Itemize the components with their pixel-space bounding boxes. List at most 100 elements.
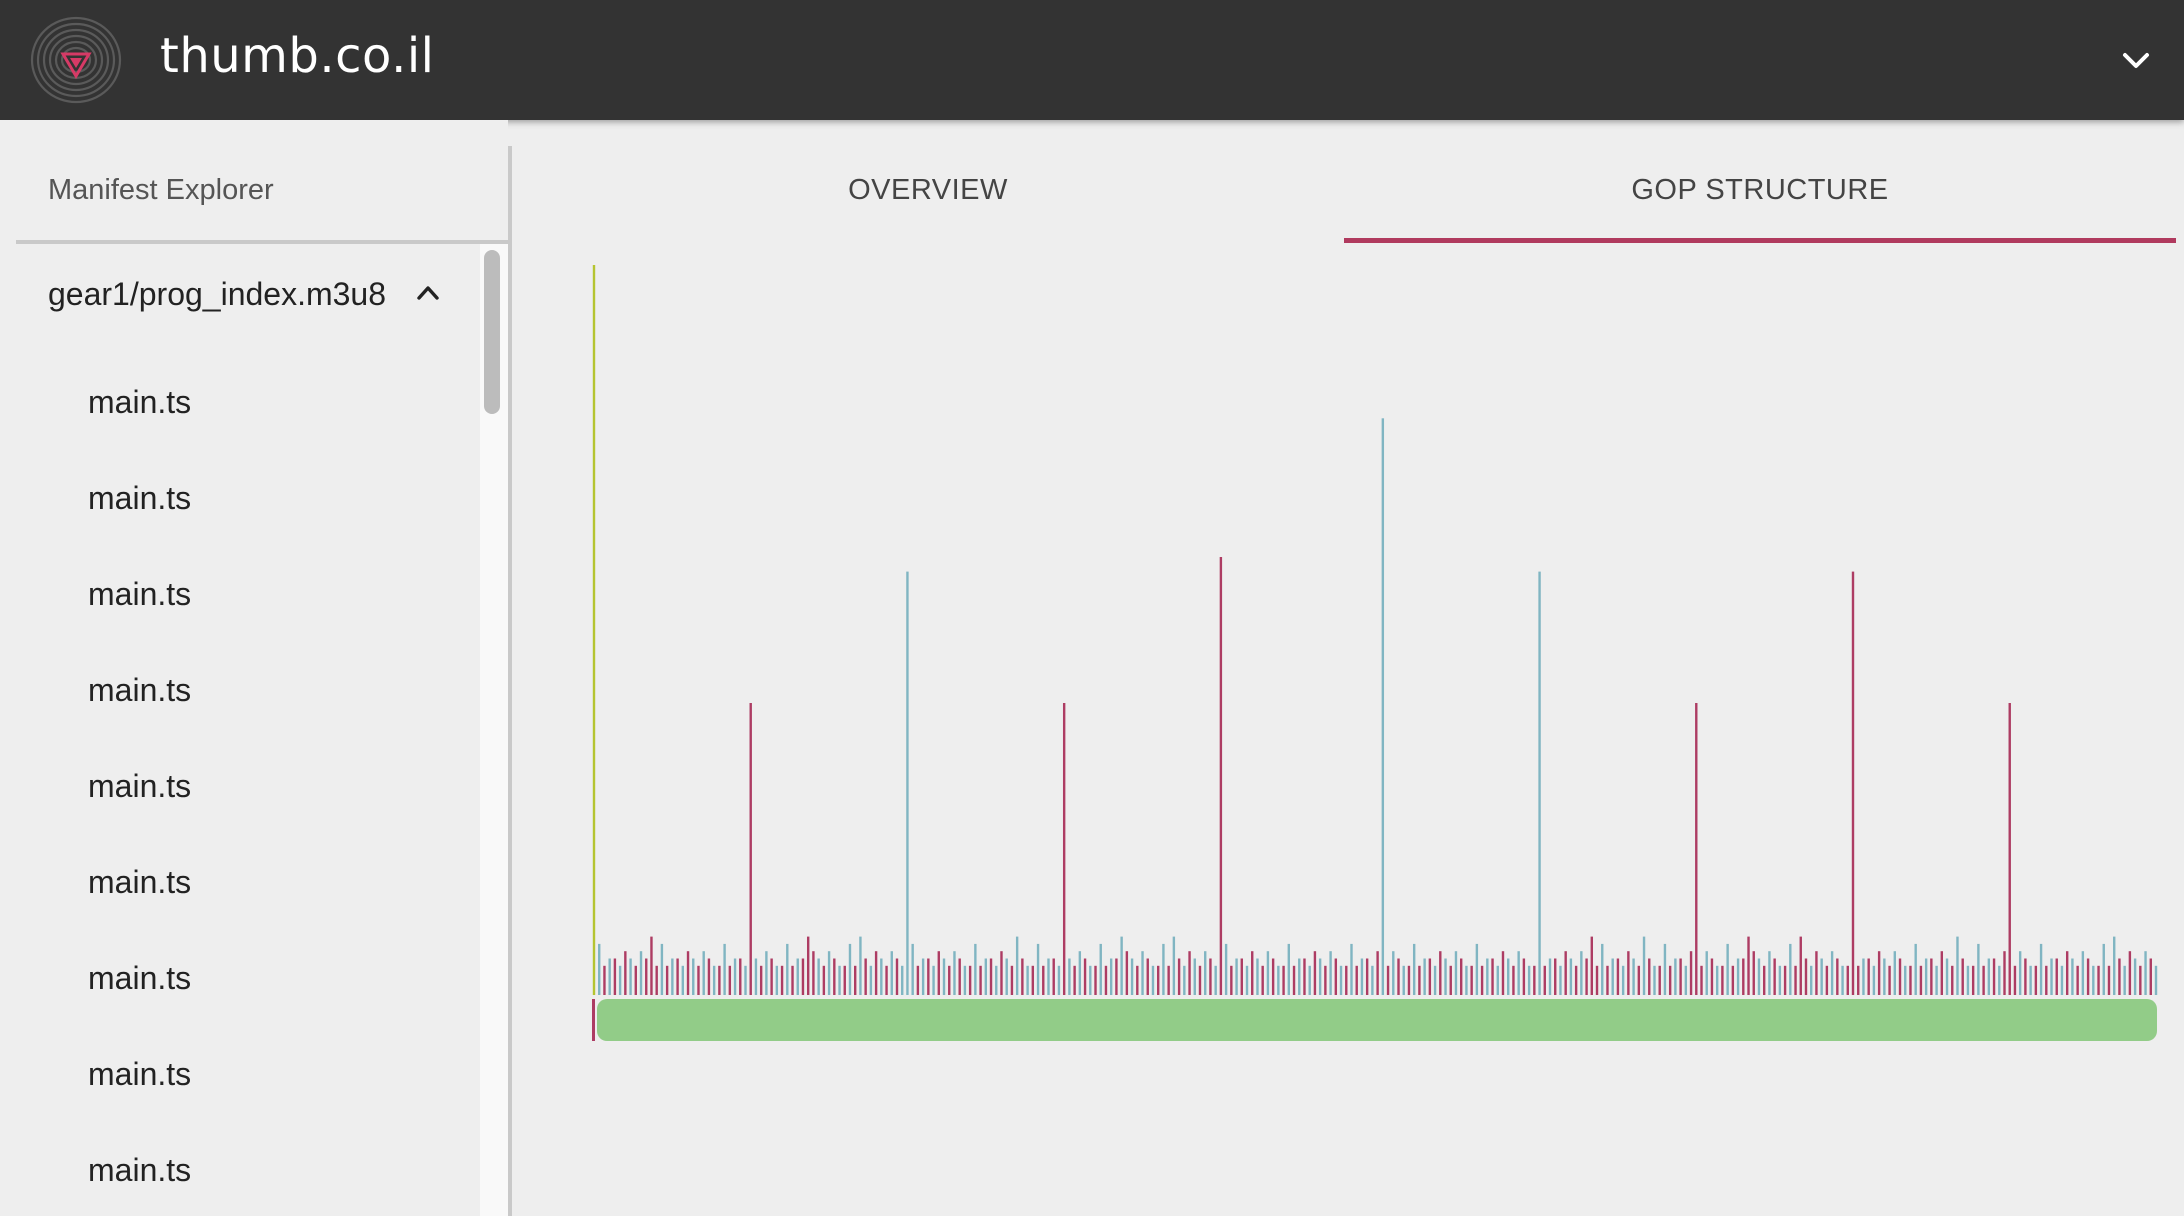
frame-bar[interactable] bbox=[1559, 965, 1562, 995]
frame-bar[interactable] bbox=[1893, 951, 1896, 995]
frame-bar[interactable] bbox=[1465, 965, 1468, 995]
frame-bar[interactable] bbox=[1418, 965, 1421, 995]
frame-bar[interactable] bbox=[1433, 965, 1437, 995]
frame-bar[interactable] bbox=[2071, 958, 2074, 996]
frame-bar[interactable] bbox=[1245, 965, 1249, 995]
frame-bar[interactable] bbox=[1621, 965, 1625, 995]
frame-bar[interactable] bbox=[1898, 958, 1902, 996]
list-item[interactable]: main.ts bbox=[88, 864, 192, 900]
frame-bar[interactable] bbox=[1475, 943, 1479, 995]
frame-bar[interactable] bbox=[2144, 951, 2147, 995]
frame-bar[interactable] bbox=[2139, 965, 2142, 995]
frame-bar[interactable] bbox=[655, 965, 658, 995]
frame-bar[interactable] bbox=[827, 951, 831, 995]
frame-bar[interactable] bbox=[2045, 965, 2048, 995]
frame-bar[interactable] bbox=[1857, 965, 1860, 995]
frame-bar[interactable] bbox=[1961, 958, 1964, 996]
frame-bar[interactable] bbox=[2128, 951, 2132, 995]
frame-bar[interactable] bbox=[1862, 958, 1865, 996]
frame-bar[interactable] bbox=[1632, 958, 1635, 996]
frame-bar[interactable] bbox=[1909, 965, 1912, 995]
frame-bar[interactable] bbox=[1251, 951, 1254, 995]
frame-bar[interactable] bbox=[989, 958, 993, 996]
frame-bar[interactable] bbox=[2060, 965, 2064, 995]
frame-bar[interactable] bbox=[1904, 965, 1907, 995]
frame-bar[interactable] bbox=[953, 951, 956, 995]
frame-bar[interactable] bbox=[2133, 958, 2137, 996]
frame-bar[interactable] bbox=[2018, 951, 2022, 995]
frame-bar[interactable] bbox=[1695, 703, 1698, 995]
frame-bar[interactable] bbox=[1355, 965, 1358, 995]
frame-bar[interactable] bbox=[974, 943, 977, 995]
frame-bar[interactable] bbox=[1350, 943, 1353, 995]
frame-bar[interactable] bbox=[1308, 965, 1311, 995]
frame-bar[interactable] bbox=[1684, 965, 1688, 995]
frame-bar[interactable] bbox=[2013, 965, 2017, 995]
frame-bar[interactable] bbox=[1021, 958, 1024, 996]
list-item[interactable]: main.ts bbox=[88, 480, 192, 516]
list-item[interactable]: main.ts bbox=[88, 768, 192, 804]
frame-bar[interactable] bbox=[1271, 958, 1275, 996]
frame-bar[interactable] bbox=[1125, 951, 1129, 995]
fingerprint-logo-icon[interactable] bbox=[26, 12, 126, 108]
frame-bar[interactable] bbox=[1470, 965, 1473, 995]
frame-bar[interactable] bbox=[1334, 958, 1338, 996]
frame-bar[interactable] bbox=[634, 965, 637, 995]
list-item[interactable]: main.ts bbox=[88, 1056, 192, 1092]
frame-bar[interactable] bbox=[874, 951, 878, 995]
frame-bar[interactable] bbox=[1397, 958, 1400, 996]
frame-bar[interactable] bbox=[885, 965, 888, 995]
frame-bar[interactable] bbox=[1047, 958, 1050, 996]
frame-bar[interactable] bbox=[932, 965, 935, 995]
frame-bar[interactable] bbox=[2107, 965, 2111, 995]
frame-bar[interactable] bbox=[1386, 965, 1390, 995]
frame-bar[interactable] bbox=[937, 951, 940, 995]
frame-bar[interactable] bbox=[1428, 958, 1432, 996]
frame-bar[interactable] bbox=[1794, 965, 1797, 995]
tree-root-playlist[interactable]: gear1/prog_index.m3u8 bbox=[48, 270, 443, 318]
frame-bar[interactable] bbox=[744, 965, 747, 995]
frame-bar[interactable] bbox=[1371, 965, 1374, 995]
frame-bar[interactable] bbox=[979, 965, 982, 995]
frame-bar[interactable] bbox=[791, 965, 794, 995]
frame-bar[interactable] bbox=[1120, 936, 1123, 995]
frame-bar[interactable] bbox=[1496, 965, 1499, 995]
frame-bar[interactable] bbox=[1230, 965, 1233, 995]
frame-bar[interactable] bbox=[702, 951, 705, 995]
frame-bar[interactable] bbox=[984, 958, 988, 996]
frame-bar[interactable] bbox=[1564, 951, 1567, 995]
frame-bar[interactable] bbox=[1224, 943, 1228, 995]
frame-bar[interactable] bbox=[1010, 965, 1014, 995]
frame-bar[interactable] bbox=[754, 958, 758, 996]
frame-bar[interactable] bbox=[1715, 965, 1719, 995]
frame-bar[interactable] bbox=[1146, 958, 1149, 996]
frame-bar[interactable] bbox=[1648, 958, 1651, 996]
list-item[interactable]: main.ts bbox=[88, 1152, 192, 1188]
frame-bar[interactable] bbox=[2034, 965, 2038, 995]
frame-bar[interactable] bbox=[1177, 958, 1181, 996]
list-item[interactable]: main.ts bbox=[88, 384, 192, 420]
frame-bar[interactable] bbox=[1454, 951, 1458, 995]
frame-bar[interactable] bbox=[1073, 965, 1076, 995]
frame-bar[interactable] bbox=[2102, 943, 2105, 995]
frame-bar[interactable] bbox=[1867, 958, 1870, 996]
tab-gop-structure[interactable]: GOP STRUCTURE bbox=[1631, 174, 1889, 206]
frame-bar[interactable] bbox=[1303, 958, 1306, 996]
frame-bar[interactable] bbox=[697, 965, 700, 995]
frame-bar[interactable] bbox=[1595, 965, 1599, 995]
frame-bar[interactable] bbox=[1877, 951, 1881, 995]
frame-bar[interactable] bbox=[812, 951, 815, 995]
frame-bar[interactable] bbox=[1214, 965, 1217, 995]
frame-bar[interactable] bbox=[796, 958, 799, 996]
frame-bar[interactable] bbox=[786, 943, 789, 995]
frame-bar[interactable] bbox=[1982, 965, 1985, 995]
frame-bar[interactable] bbox=[1700, 965, 1703, 995]
frame-bar[interactable] bbox=[906, 571, 909, 995]
frame-bar[interactable] bbox=[1167, 965, 1170, 995]
frame-bar[interactable] bbox=[749, 703, 752, 995]
list-item[interactable]: main.ts bbox=[88, 576, 192, 612]
frame-bar[interactable] bbox=[770, 958, 773, 996]
frame-bar[interactable] bbox=[1642, 936, 1646, 995]
frame-bar[interactable] bbox=[1757, 958, 1761, 996]
frame-bar[interactable] bbox=[1841, 965, 1844, 995]
